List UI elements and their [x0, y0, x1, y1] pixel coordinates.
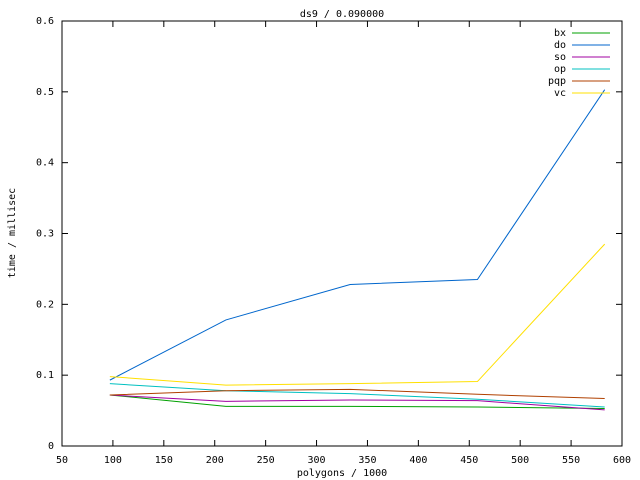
x-tick-label: 50: [56, 455, 68, 466]
series-line: [109, 243, 606, 386]
y-tick-label: 0.1: [36, 370, 54, 381]
legend-label: bx: [554, 28, 566, 39]
legend-label: pqp: [548, 76, 566, 87]
legend-label: do: [554, 40, 566, 51]
x-tick-label: 200: [206, 455, 224, 466]
plot-border: [61, 20, 623, 447]
chart-title: ds9 / 0.090000: [300, 9, 384, 20]
y-tick-label: 0: [48, 441, 54, 452]
y-tick-label: 0.3: [36, 229, 54, 240]
x-axis-label: polygons / 1000: [297, 468, 387, 479]
series-line: [109, 394, 605, 411]
y-tick-label: 0.5: [36, 87, 54, 98]
x-tick-label: 100: [104, 455, 122, 466]
series-line: [109, 89, 606, 381]
y-tick-label: 0.4: [36, 158, 54, 169]
x-tick-label: 550: [562, 455, 580, 466]
y-tick-label: 0.2: [36, 299, 54, 310]
legend-label: so: [554, 52, 566, 63]
series-line: [109, 388, 605, 400]
legend-label: vc: [554, 88, 566, 99]
series-line: [109, 394, 605, 409]
x-tick-label: 350: [358, 455, 376, 466]
x-tick-label: 450: [460, 455, 478, 466]
y-tick-label: 0.6: [36, 16, 54, 27]
x-tick-label: 300: [308, 455, 326, 466]
x-tick-label: 400: [409, 455, 427, 466]
x-tick-label: 250: [257, 455, 275, 466]
legend-label: op: [554, 64, 566, 75]
series-line: [109, 383, 605, 408]
y-axis-label: time / millisec: [7, 188, 18, 278]
x-tick-label: 600: [613, 455, 631, 466]
x-tick-label: 500: [511, 455, 529, 466]
x-tick-label: 150: [155, 455, 173, 466]
